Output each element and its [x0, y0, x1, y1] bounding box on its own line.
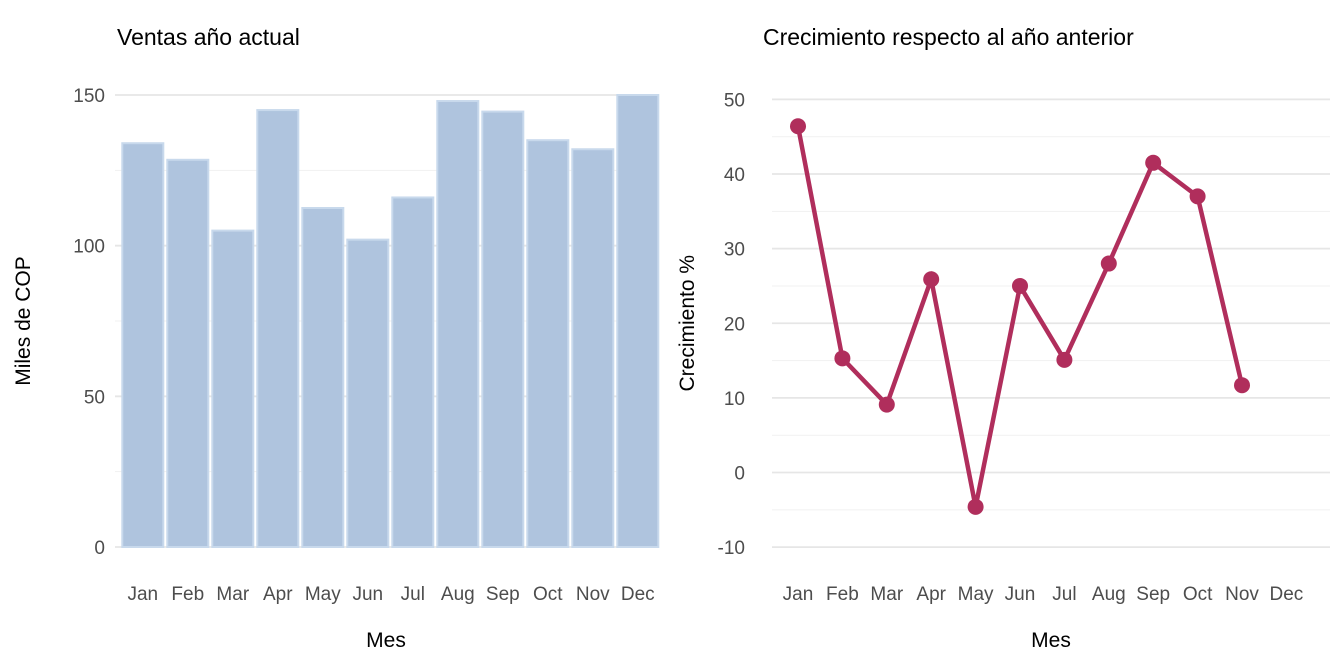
data-point	[1145, 154, 1162, 171]
x-tick-label: Mar	[870, 584, 903, 605]
x-tick-label: Jul	[1052, 584, 1076, 605]
data-point	[1189, 188, 1206, 205]
x-tick-label: May	[305, 584, 341, 605]
y-tick-label: 50	[724, 90, 745, 111]
y-tick-label: 0	[94, 538, 105, 559]
x-tick-label: Apr	[263, 584, 293, 605]
x-axis-title: Mes	[366, 629, 406, 652]
x-tick-label: Sep	[1136, 584, 1170, 605]
x-tick-label: Aug	[1092, 584, 1126, 605]
data-point	[878, 396, 895, 413]
y-tick-label: 20	[724, 314, 745, 335]
line-chart-crecimiento: 50 40 30 20 10 0 -10 Jan Feb Mar Apr May Jun Jul Aug Se…	[676, 24, 1330, 652]
bar	[121, 142, 165, 548]
x-tick-label: Aug	[441, 584, 475, 605]
data-point	[1012, 277, 1028, 294]
growth-line	[795, 123, 1245, 508]
chart-title: Ventas año actual	[117, 24, 300, 50]
y-axis-title: Miles de COP	[12, 256, 35, 386]
bar	[346, 238, 390, 548]
x-tick-label: Feb	[826, 584, 859, 605]
data-point	[923, 271, 940, 288]
y-axis-title: Crecimiento %	[676, 255, 699, 392]
bar	[301, 207, 345, 548]
y-tick-label: 40	[724, 165, 745, 186]
bar	[481, 110, 525, 548]
y-tick-label: -10	[718, 538, 745, 559]
bar	[526, 139, 570, 548]
data-point	[1234, 377, 1250, 394]
x-tick-label: Jul	[401, 584, 425, 605]
x-tick-label: Jan	[783, 584, 814, 605]
data-point	[1100, 255, 1117, 272]
x-tick-label: Oct	[1183, 584, 1213, 605]
y-tick-label: 30	[724, 240, 745, 261]
bar-chart-ventas: 0 50 100 150 Jan Feb Mar Apr May Jun Jul Aug Sep Oct N…	[12, 24, 660, 652]
y-tick-label: 0	[734, 464, 745, 485]
x-tick-label: Jun	[352, 584, 383, 605]
x-tick-label: Dec	[621, 584, 655, 605]
x-tick-label: Oct	[533, 584, 563, 605]
data-point	[967, 498, 984, 515]
bar	[166, 158, 210, 548]
x-axis-title: Mes	[1031, 629, 1071, 652]
x-tick-label: Sep	[486, 584, 520, 605]
bar	[256, 109, 300, 548]
y-tick-label: 100	[73, 237, 105, 258]
x-tick-label: Nov	[1225, 584, 1259, 605]
data-point	[790, 118, 806, 135]
data-point	[834, 350, 851, 367]
y-tick-label: 150	[73, 86, 105, 107]
data-point	[1056, 351, 1073, 368]
bar	[436, 100, 480, 549]
bar	[211, 229, 255, 549]
x-tick-label: Nov	[576, 584, 610, 605]
x-tick-label: Jan	[127, 584, 158, 605]
x-tick-label: Jun	[1005, 584, 1036, 605]
x-tick-label: Dec	[1270, 584, 1304, 605]
y-tick-label: 10	[724, 389, 745, 410]
chart-title: Crecimiento respecto al año anterior	[763, 24, 1134, 50]
bar	[616, 94, 660, 548]
bar	[571, 148, 615, 549]
y-tick-label: 50	[84, 387, 105, 408]
x-tick-label: Feb	[171, 584, 204, 605]
x-tick-label: May	[958, 584, 994, 605]
x-tick-label: Mar	[216, 584, 249, 605]
x-tick-label: Apr	[916, 584, 946, 605]
bar	[391, 196, 435, 548]
